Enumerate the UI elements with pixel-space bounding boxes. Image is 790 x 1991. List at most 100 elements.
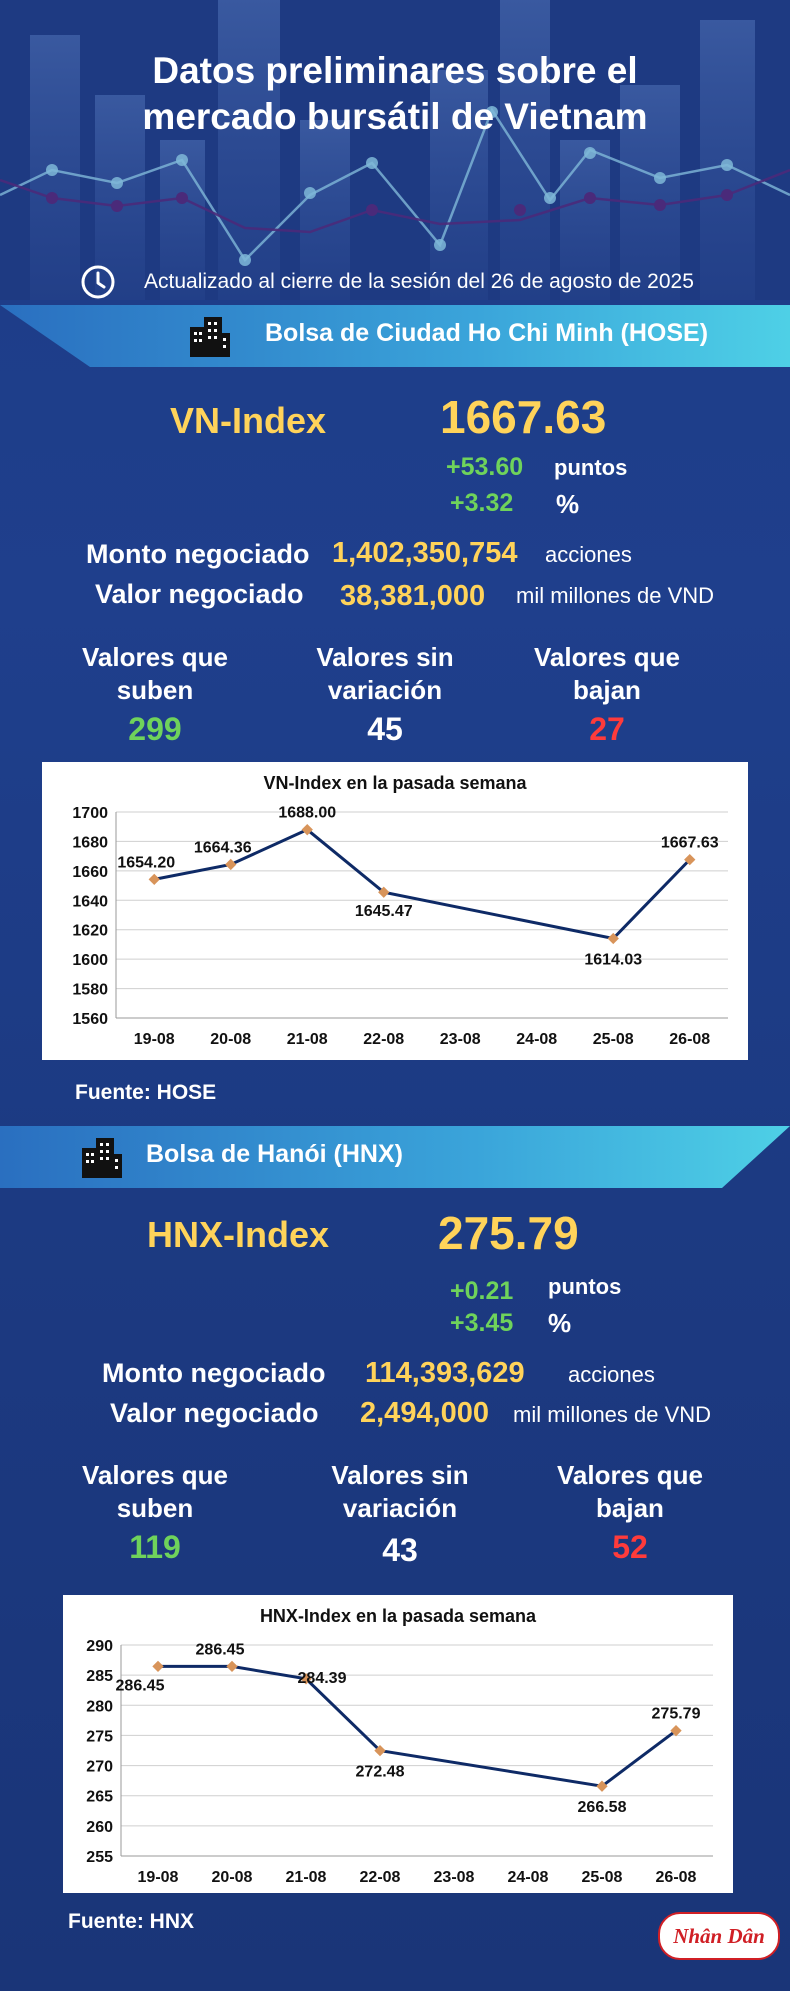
x-tick-label: 22-08	[360, 1869, 401, 1886]
x-tick-label: 20-08	[210, 1031, 251, 1048]
data-label: 286.45	[196, 1641, 245, 1658]
header-background	[0, 0, 790, 300]
x-tick-label: 26-08	[669, 1031, 710, 1048]
data-point	[152, 1660, 164, 1673]
hose-up-count: 299	[128, 711, 182, 747]
x-tick-label: 19-08	[134, 1031, 175, 1048]
hose-source: Fuente: HOSE	[75, 1081, 217, 1104]
y-tick-label: 275	[86, 1728, 113, 1745]
data-label: 1614.03	[584, 951, 642, 968]
building-icon	[82, 1138, 122, 1178]
hose-flat-label: Valores sin variación	[316, 642, 454, 705]
hnx-value-label: Valor negociado	[110, 1398, 319, 1428]
data-label: 266.58	[578, 1799, 627, 1816]
data-point	[596, 1780, 608, 1792]
data-label: 284.39	[298, 1670, 347, 1687]
hose-flat-count: 45	[367, 711, 403, 747]
hose-up-label: Valores que suben	[82, 642, 228, 705]
data-label: 286.45	[116, 1677, 165, 1694]
hnx-percent-unit: %	[548, 1308, 572, 1338]
hose-volume-value: 1,402,350,754	[332, 537, 518, 569]
series-line	[158, 1664, 677, 1788]
building-icon	[190, 317, 230, 357]
hose-percent-unit: %	[556, 489, 580, 519]
hnx-value-unit: mil millones de VND	[513, 1402, 712, 1427]
data-label: 1654.20	[117, 854, 175, 871]
update-text: Actualizado al cierre de la sesión del 2…	[144, 270, 694, 293]
y-tick-label: 1640	[72, 893, 108, 910]
hnx-source: Fuente: HNX	[68, 1910, 194, 1933]
nhan-dan-logo: Nhân Dân	[658, 1912, 780, 1960]
hose-down-count: 27	[589, 711, 625, 747]
hose-down-label: Valores que bajan	[534, 642, 680, 705]
y-tick-label: 265	[86, 1789, 113, 1806]
hose-index-name: VN-Index	[170, 400, 327, 441]
hose-exchange-name: Bolsa de Ciudad Ho Chi Minh (HOSE)	[265, 319, 709, 347]
data-point	[607, 932, 619, 945]
hnx-up-count: 119	[129, 1529, 181, 1565]
clock-icon	[81, 265, 115, 299]
hnx-down-label: Valores que bajan	[557, 1460, 703, 1523]
hose-value-label: Valor negociado	[95, 579, 304, 609]
hose-change-percent: +3.32	[450, 489, 514, 517]
y-tick-label: 270	[86, 1759, 113, 1776]
y-tick-label: 255	[86, 1849, 113, 1866]
y-tick-label: 1700	[72, 805, 108, 822]
hnx-exchange-name: Bolsa de Hanói (HNX)	[146, 1140, 403, 1168]
hnx-index-value: 275.79	[438, 1207, 579, 1259]
hnx-value-value: 2,494,000	[360, 1397, 490, 1429]
hnx-index-chart: HNX-Index en la pasada semana 255 260 265 27…	[63, 1595, 733, 1893]
hose-index-value: 1667.63	[440, 391, 607, 443]
x-tick-label: 21-08	[286, 1869, 327, 1886]
y-tick-label: 1680	[72, 834, 108, 851]
update-notice: Actualizado al cierre de la sesión del 2…	[80, 262, 694, 300]
hnx-index-chart-svg: HNX-Index en la pasada semana 255 260 265 27…	[86, 1606, 713, 1886]
data-label: 275.79	[652, 1706, 701, 1723]
vn-index-chart: VN-Index en la pasada semana 1560 1580 1600…	[42, 762, 748, 1060]
data-label: 272.48	[356, 1764, 405, 1781]
hose-value-unit: mil millones de VND	[516, 583, 715, 608]
x-tick-label: 22-08	[363, 1031, 404, 1048]
hnx-change-percent: +3.45	[450, 1309, 514, 1337]
data-label: 1667.63	[661, 835, 719, 852]
hnx-banner-band	[0, 1126, 790, 1188]
hnx-banner: Bolsa de Hanói (HNX)	[0, 1126, 790, 1188]
hose-change-points: +53.60	[446, 453, 524, 481]
y-tick-label: 285	[86, 1668, 113, 1685]
x-tick-label: 20-08	[212, 1869, 253, 1886]
hnx-volume-value: 114,393,629	[365, 1357, 525, 1389]
y-tick-label: 260	[86, 1819, 113, 1836]
hnx-volume-unit: acciones	[568, 1362, 655, 1387]
series-line	[153, 827, 691, 941]
data-label: 1645.47	[355, 903, 413, 920]
x-tick-label: 23-08	[434, 1869, 475, 1886]
x-tick-label: 26-08	[656, 1869, 697, 1886]
y-tick-label: 280	[86, 1698, 113, 1715]
title-line-1: Datos preliminares sobre el	[152, 50, 638, 91]
hnx-flat-label: Valores sin variación	[331, 1460, 469, 1523]
data-label: 1688.00	[278, 805, 336, 822]
x-tick-label: 25-08	[582, 1869, 623, 1886]
hose-value-value: 38,381,000	[340, 580, 486, 612]
hose-volume-unit: acciones	[545, 542, 632, 567]
y-tick-label: 1560	[72, 1011, 108, 1028]
x-tick-label: 25-08	[593, 1031, 634, 1048]
x-tick-label: 21-08	[287, 1031, 328, 1048]
x-tick-label: 24-08	[508, 1869, 549, 1886]
y-tick-label: 1660	[72, 864, 108, 881]
hnx-change-points: +0.21	[450, 1277, 514, 1305]
hnx-index-name: HNX-Index	[147, 1214, 330, 1255]
logo-text: Nhân Dân	[673, 1923, 765, 1948]
title-line-2: mercado bursátil de Vietnam	[142, 96, 648, 137]
data-point	[226, 1660, 238, 1673]
data-point	[148, 873, 160, 886]
x-tick-label: 24-08	[516, 1031, 557, 1048]
hnx-down-count: 52	[612, 1529, 648, 1565]
y-tick-label: 1580	[72, 982, 108, 999]
x-tick-label: 23-08	[440, 1031, 481, 1048]
y-tick-label: 1600	[72, 952, 108, 969]
hose-volume-label: Monto negociado	[86, 539, 310, 569]
data-label: 1664.36	[194, 839, 252, 856]
y-tick-label: 1620	[72, 923, 108, 940]
